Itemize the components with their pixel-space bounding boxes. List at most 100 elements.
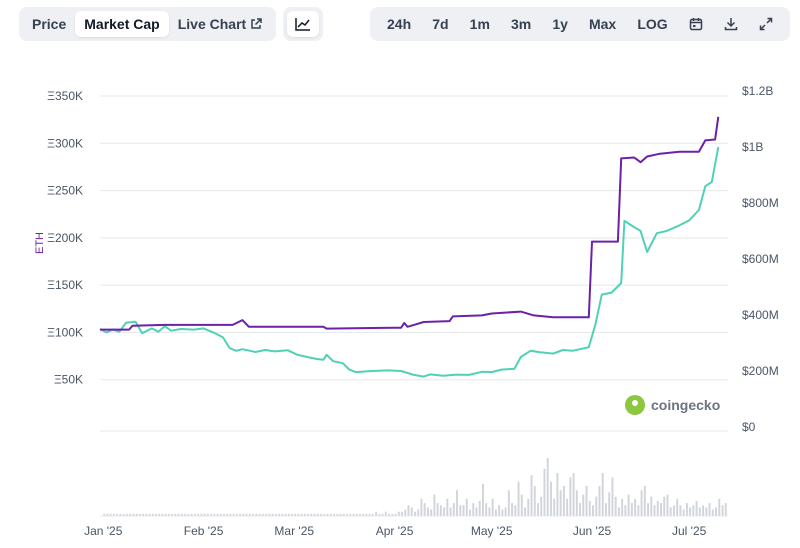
volume-bar xyxy=(592,505,594,516)
x-tick-label: Jan '25 xyxy=(84,524,123,538)
volume-bar xyxy=(494,509,497,516)
x-axis: Jan '25 Feb '25 Mar '25 Apr '25 May '25 Jun '… xyxy=(84,524,707,538)
volume-bar xyxy=(465,498,468,516)
x-tick-label: Jul '25 xyxy=(672,524,707,538)
volume-bar xyxy=(524,507,527,516)
volume-bar xyxy=(598,485,601,516)
volume-bar xyxy=(601,473,604,516)
tab-live-chart-label: Live Chart xyxy=(177,16,247,32)
volume-bar xyxy=(116,513,119,516)
range-24h[interactable]: 24h xyxy=(387,16,412,32)
volume-bar xyxy=(346,513,348,516)
volume-bar xyxy=(193,513,196,516)
volume-bar xyxy=(297,513,300,516)
volume-bar xyxy=(303,513,306,516)
log-scale-toggle[interactable]: LOG xyxy=(637,16,668,32)
line-chart-icon[interactable] xyxy=(287,11,319,37)
volume-bar xyxy=(187,513,190,516)
download-icon[interactable] xyxy=(715,11,747,37)
volume-bar xyxy=(647,503,650,516)
external-link-icon xyxy=(250,18,262,30)
volume-bar xyxy=(112,513,115,516)
volume-bar xyxy=(384,511,387,516)
volume-bar xyxy=(329,513,332,516)
volume-bar xyxy=(239,513,242,516)
volume-bar xyxy=(498,505,501,516)
volume-bar xyxy=(718,498,721,516)
volume-bar xyxy=(556,473,559,516)
volume-bar xyxy=(368,513,371,516)
volume-bar xyxy=(232,513,235,516)
volume-bar xyxy=(559,490,562,516)
brand-name: coingecko xyxy=(651,397,721,413)
volume-bar xyxy=(621,498,624,516)
left-tick-label: Ξ250K xyxy=(47,184,83,198)
calendar-icon[interactable] xyxy=(680,11,712,37)
volume-bar xyxy=(255,513,258,516)
volume-bar xyxy=(708,503,711,516)
coingecko-watermark: coingecko xyxy=(625,395,720,415)
volume-bar xyxy=(672,505,675,516)
volume-bar xyxy=(401,511,403,516)
volume-bars xyxy=(100,458,728,517)
volume-bar xyxy=(333,513,336,516)
left-tick-label: Ξ300K xyxy=(47,136,83,150)
volume-bar xyxy=(653,505,656,516)
volume-bar xyxy=(164,513,167,516)
range-1y[interactable]: 1y xyxy=(552,16,568,32)
range-max[interactable]: Max xyxy=(588,16,617,32)
expand-icon[interactable] xyxy=(750,11,782,37)
volume-bar xyxy=(546,458,549,516)
volume-bar xyxy=(167,513,170,516)
volume-bar xyxy=(397,511,400,516)
right-tick-label: $400M xyxy=(742,308,779,322)
volume-bar xyxy=(724,503,727,516)
volume-bar xyxy=(663,496,666,516)
volume-bar xyxy=(281,513,284,516)
volume-bar xyxy=(394,513,397,516)
volume-bar xyxy=(634,498,637,516)
volume-bar xyxy=(417,509,420,516)
volume-bar xyxy=(261,513,264,516)
volume-bar xyxy=(248,513,251,516)
volume-bar xyxy=(685,503,688,516)
right-tick-label: $1.2B xyxy=(742,84,773,98)
tab-market-cap[interactable]: Market Cap xyxy=(75,11,169,37)
tab-live-chart[interactable]: Live Chart xyxy=(169,11,271,37)
volume-bar xyxy=(721,505,724,516)
volume-bar xyxy=(342,513,345,516)
volume-bar xyxy=(307,513,310,516)
volume-bar xyxy=(595,496,598,516)
volume-bar xyxy=(229,513,232,516)
volume-bar xyxy=(274,513,277,516)
chart-type-group xyxy=(283,7,323,41)
volume-bar xyxy=(501,509,504,516)
volume-bar xyxy=(242,513,245,516)
volume-bar xyxy=(695,500,698,516)
volume-bar xyxy=(349,513,352,516)
volume-bar xyxy=(566,498,569,516)
right-tick-label: $600M xyxy=(742,252,779,266)
volume-bar xyxy=(290,513,293,516)
range-1m[interactable]: 1m xyxy=(469,16,490,32)
volume-bar xyxy=(129,513,132,516)
right-tick-label: $1B xyxy=(742,140,763,154)
volume-bar xyxy=(611,477,614,516)
left-tick-label: Ξ50K xyxy=(54,373,83,387)
volume-bar xyxy=(660,503,662,516)
volume-bar xyxy=(702,505,705,516)
volume-bar xyxy=(145,513,148,516)
left-axis: Ξ50K Ξ100K Ξ150K Ξ200K Ξ250K Ξ300K Ξ350K xyxy=(47,89,83,387)
volume-bar xyxy=(206,513,209,516)
volume-bar xyxy=(715,507,717,516)
tab-price[interactable]: Price xyxy=(32,16,67,32)
range-7d[interactable]: 7d xyxy=(432,16,449,32)
range-3m[interactable]: 3m xyxy=(510,16,532,32)
volume-bar xyxy=(514,505,517,516)
volume-bar xyxy=(388,513,391,516)
volume-bar xyxy=(485,503,488,516)
volume-bar xyxy=(426,507,429,516)
volume-bar xyxy=(174,513,177,516)
right-tick-label: $0 xyxy=(742,420,756,434)
